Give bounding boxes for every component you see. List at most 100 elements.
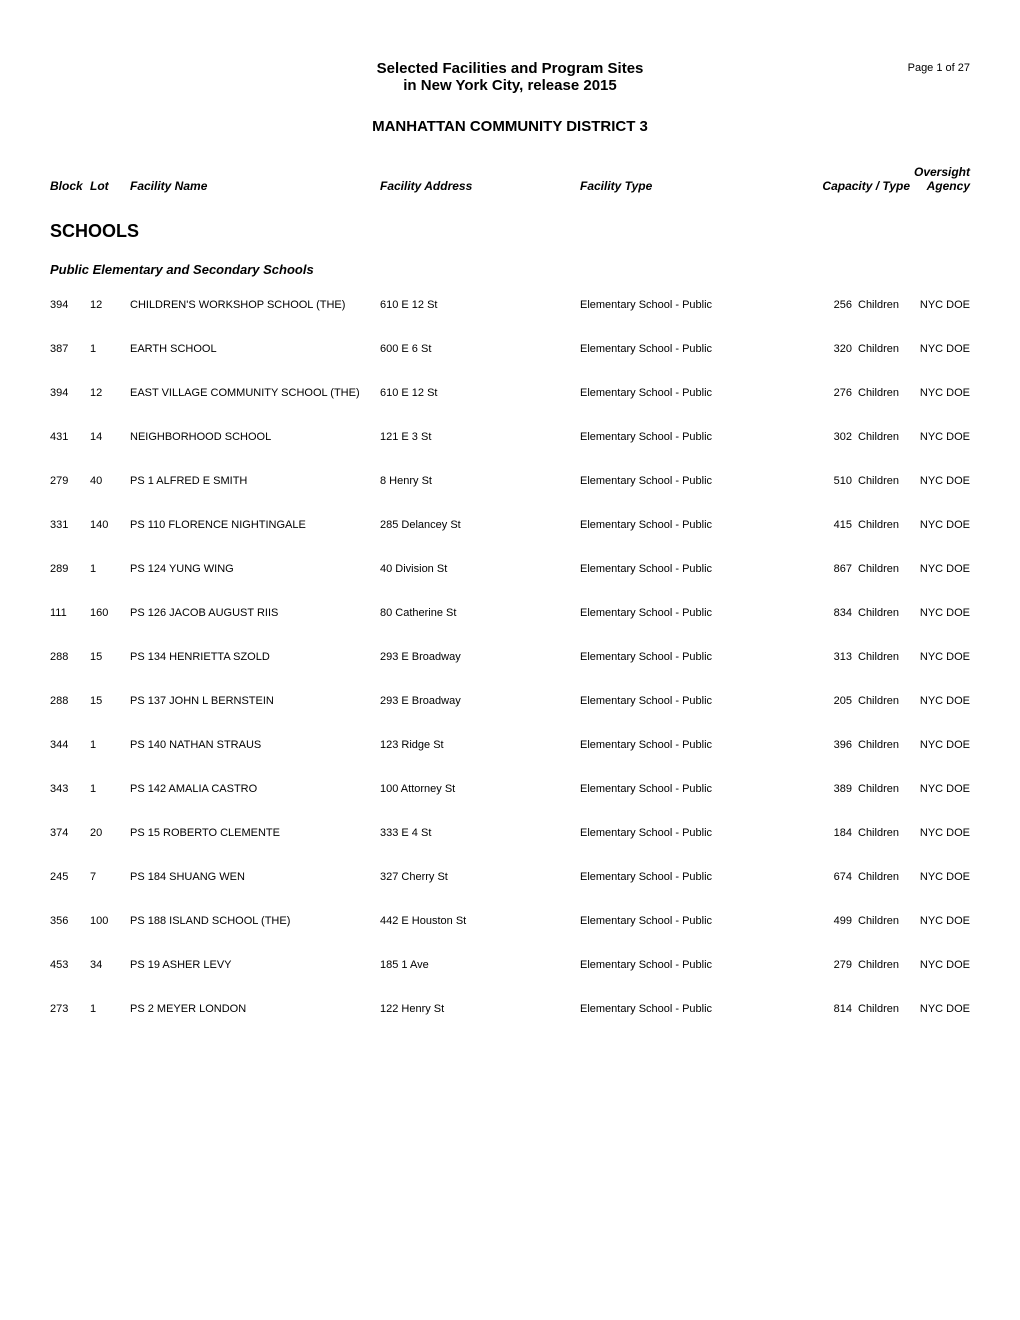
table-row: 45334PS 19 ASHER LEVY185 1 AveElementary…: [50, 959, 970, 971]
cell-block: 344: [50, 739, 90, 751]
cell-lot: 12: [90, 299, 130, 311]
cell-capacity-unit: Children: [852, 783, 910, 795]
cell-facility-name: NEIGHBORHOOD SCHOOL: [130, 431, 380, 443]
cell-facility-type: Elementary School - Public: [580, 695, 810, 707]
cell-facility-name: PS 110 FLORENCE NIGHTINGALE: [130, 519, 380, 531]
cell-facility-type: Elementary School - Public: [580, 387, 810, 399]
cell-block: 288: [50, 695, 90, 707]
cell-facility-name: EARTH SCHOOL: [130, 343, 380, 355]
cell-lot: 14: [90, 431, 130, 443]
cell-agency: NYC DOE: [910, 607, 970, 619]
cell-block: 394: [50, 299, 90, 311]
cell-facility-type: Elementary School - Public: [580, 519, 810, 531]
cell-block: 245: [50, 871, 90, 883]
cell-lot: 140: [90, 519, 130, 531]
cell-block: 453: [50, 959, 90, 971]
cell-block: 289: [50, 563, 90, 575]
title-line-1: Selected Facilities and Program Sites: [130, 60, 890, 77]
data-rows: 39412CHILDREN'S WORKSHOP SCHOOL (THE)610…: [50, 299, 970, 1015]
cell-capacity: 674: [810, 871, 852, 883]
cell-facility-address: 442 E Houston St: [380, 915, 580, 927]
cell-facility-address: 8 Henry St: [380, 475, 580, 487]
cell-facility-address: 285 Delancey St: [380, 519, 580, 531]
cell-capacity: 205: [810, 695, 852, 707]
cell-capacity-unit: Children: [852, 343, 910, 355]
section-title: SCHOOLS: [50, 221, 970, 242]
cell-facility-name: PS 134 HENRIETTA SZOLD: [130, 651, 380, 663]
cell-facility-name: PS 137 JOHN L BERNSTEIN: [130, 695, 380, 707]
cell-facility-type: Elementary School - Public: [580, 871, 810, 883]
cell-facility-type: Elementary School - Public: [580, 607, 810, 619]
cell-capacity: 279: [810, 959, 852, 971]
cell-agency: NYC DOE: [910, 1003, 970, 1015]
cell-facility-address: 600 E 6 St: [380, 343, 580, 355]
cell-capacity: 389: [810, 783, 852, 795]
cell-capacity-unit: Children: [852, 563, 910, 575]
cell-agency: NYC DOE: [910, 475, 970, 487]
cell-capacity: 867: [810, 563, 852, 575]
cell-lot: 160: [90, 607, 130, 619]
table-row: 28815PS 134 HENRIETTA SZOLD293 E Broadwa…: [50, 651, 970, 663]
cell-facility-name: PS 1 ALFRED E SMITH: [130, 475, 380, 487]
cell-capacity-unit: Children: [852, 607, 910, 619]
cell-lot: 1: [90, 563, 130, 575]
cell-capacity: 256: [810, 299, 852, 311]
page-number: Page 1 of 27: [890, 62, 970, 74]
cell-facility-type: Elementary School - Public: [580, 915, 810, 927]
cell-capacity: 302: [810, 431, 852, 443]
table-row: 37420PS 15 ROBERTO CLEMENTE333 E 4 StEle…: [50, 827, 970, 839]
cell-facility-type: Elementary School - Public: [580, 651, 810, 663]
cell-facility-name: PS 184 SHUANG WEN: [130, 871, 380, 883]
cell-facility-type: Elementary School - Public: [580, 959, 810, 971]
page-header: Selected Facilities and Program Sites in…: [50, 60, 970, 94]
cell-agency: NYC DOE: [910, 563, 970, 575]
cell-capacity-unit: Children: [852, 871, 910, 883]
table-row: 2731PS 2 MEYER LONDON122 Henry StElement…: [50, 1003, 970, 1015]
hdr-lot: Lot: [90, 179, 130, 193]
cell-lot: 1: [90, 783, 130, 795]
cell-facility-address: 40 Division St: [380, 563, 580, 575]
table-row: 3431PS 142 AMALIA CASTRO100 Attorney StE…: [50, 783, 970, 795]
cell-agency: NYC DOE: [910, 827, 970, 839]
cell-capacity-unit: Children: [852, 1003, 910, 1015]
table-row: 43114NEIGHBORHOOD SCHOOL121 E 3 StElemen…: [50, 431, 970, 443]
cell-facility-name: PS 124 YUNG WING: [130, 563, 380, 575]
hdr-oversight-top: Oversight: [914, 165, 970, 179]
cell-lot: 1: [90, 343, 130, 355]
cell-facility-address: 327 Cherry St: [380, 871, 580, 883]
cell-agency: NYC DOE: [910, 343, 970, 355]
cell-capacity: 510: [810, 475, 852, 487]
table-row: 356100PS 188 ISLAND SCHOOL (THE)442 E Ho…: [50, 915, 970, 927]
cell-agency: NYC DOE: [910, 739, 970, 751]
hdr-facility-type: Facility Type: [580, 179, 810, 193]
cell-capacity: 313: [810, 651, 852, 663]
cell-lot: 1: [90, 1003, 130, 1015]
cell-lot: 15: [90, 695, 130, 707]
table-row: 39412CHILDREN'S WORKSHOP SCHOOL (THE)610…: [50, 299, 970, 311]
table-row: 3871EARTH SCHOOL600 E 6 StElementary Sch…: [50, 343, 970, 355]
cell-facility-type: Elementary School - Public: [580, 1003, 810, 1015]
table-row: 3441PS 140 NATHAN STRAUS123 Ridge StElem…: [50, 739, 970, 751]
cell-facility-name: PS 126 JACOB AUGUST RIIS: [130, 607, 380, 619]
subgroup-title: Public Elementary and Secondary Schools: [50, 262, 970, 277]
hdr-block: Block: [50, 179, 90, 193]
table-row: 39412EAST VILLAGE COMMUNITY SCHOOL (THE)…: [50, 387, 970, 399]
table-row: 27940PS 1 ALFRED E SMITH8 Henry StElemen…: [50, 475, 970, 487]
cell-capacity: 499: [810, 915, 852, 927]
cell-facility-name: PS 142 AMALIA CASTRO: [130, 783, 380, 795]
hdr-oversight-bot: Agency: [927, 179, 970, 193]
cell-block: 343: [50, 783, 90, 795]
cell-block: 288: [50, 651, 90, 663]
cell-capacity-unit: Children: [852, 827, 910, 839]
cell-capacity: 814: [810, 1003, 852, 1015]
cell-facility-type: Elementary School - Public: [580, 343, 810, 355]
cell-capacity-unit: Children: [852, 475, 910, 487]
cell-facility-name: PS 188 ISLAND SCHOOL (THE): [130, 915, 380, 927]
cell-lot: 12: [90, 387, 130, 399]
hdr-facility-address: Facility Address: [380, 179, 580, 193]
cell-facility-address: 293 E Broadway: [380, 651, 580, 663]
hdr-facility-name: Facility Name: [130, 179, 380, 193]
title-line-2: in New York City, release 2015: [130, 77, 890, 94]
cell-block: 394: [50, 387, 90, 399]
cell-capacity-unit: Children: [852, 695, 910, 707]
